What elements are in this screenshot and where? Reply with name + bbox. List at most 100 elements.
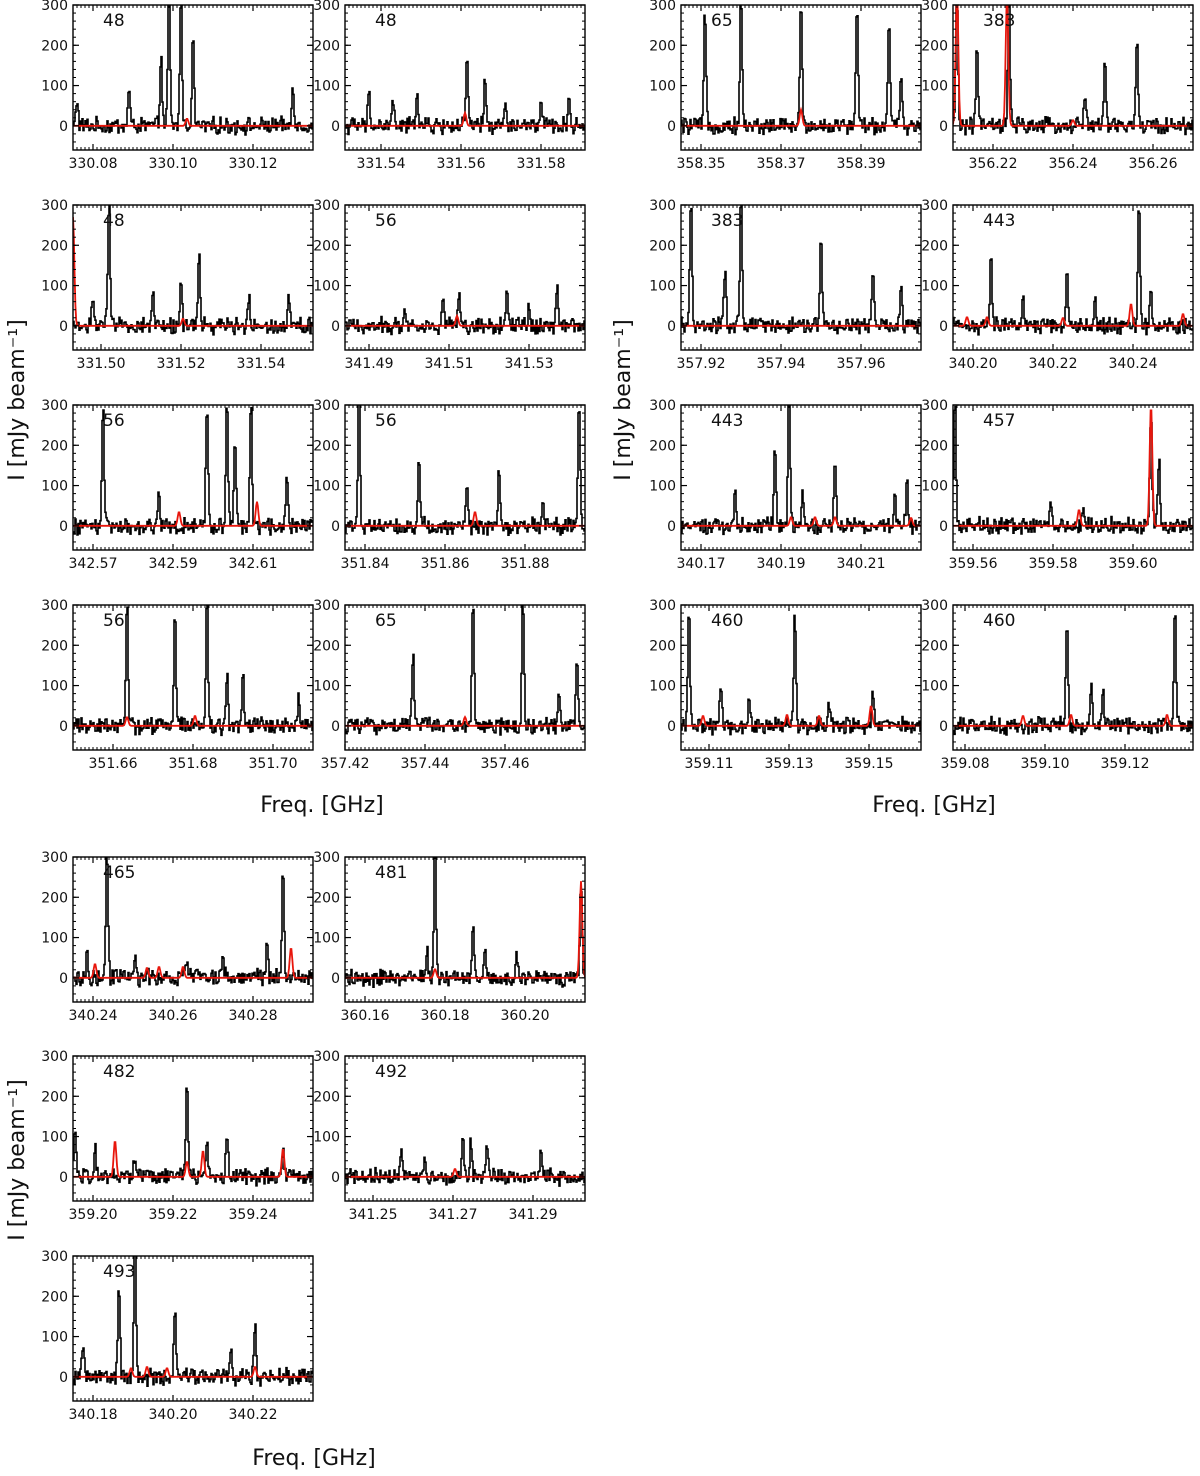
y-tick-label: 100 [41, 79, 68, 95]
y-tick-label: 100 [41, 479, 68, 495]
y-tick-label: 300 [41, 850, 68, 866]
panel-label: 443 [983, 211, 1015, 231]
model-spectrum [681, 516, 921, 527]
observed-spectrum [73, 1087, 313, 1187]
model-spectrum [73, 217, 313, 327]
y-tick-label: 300 [921, 398, 948, 414]
x-tick-label: 357.44 [401, 756, 450, 772]
x-tick-label: 359.10 [1021, 756, 1070, 772]
observed-spectrum [345, 857, 585, 988]
x-tick-label: 340.20 [149, 1407, 198, 1423]
y-tick-label: 0 [939, 719, 948, 735]
y-tick-label: 200 [41, 38, 68, 54]
model-spectrum [345, 313, 585, 327]
x-tick-label: 341.53 [505, 356, 554, 372]
x-tick-label: 356.22 [969, 156, 1018, 172]
panel-label: 493 [103, 1262, 135, 1282]
x-tick-label: 358.35 [677, 156, 726, 172]
panel-label: 457 [983, 411, 1015, 431]
x-tick-label: 340.24 [1109, 356, 1158, 372]
ylabel-bottom: I [mJy beam⁻¹] [5, 1079, 30, 1240]
y-tick-label: 0 [59, 319, 68, 335]
y-tick-label: 200 [313, 1089, 340, 1105]
y-tick-label: 0 [59, 1370, 68, 1386]
x-tick-label: 342.61 [229, 556, 278, 572]
y-tick-label: 0 [59, 519, 68, 535]
x-tick-label: 341.25 [349, 1207, 398, 1223]
x-tick-label: 351.70 [249, 756, 298, 772]
ylabel-right-top: I [mJy beam⁻¹] [611, 319, 636, 480]
y-tick-label: 100 [313, 931, 340, 947]
model-spectrum [953, 409, 1193, 527]
y-tick-label: 100 [41, 931, 68, 947]
panel-label: 48 [375, 11, 397, 31]
y-tick-label: 0 [331, 319, 340, 335]
model-spectrum [345, 715, 585, 727]
model-spectrum [345, 881, 585, 979]
xlabel-left-top: Freq. [GHz] [260, 793, 383, 818]
spectrum-panel-21: 0 100 200 300 340.18 340.20 340.22 493 [41, 1249, 314, 1423]
y-tick-label: 0 [331, 519, 340, 535]
x-tick-label: 342.59 [149, 556, 198, 572]
y-tick-label: 300 [921, 598, 948, 614]
x-tick-label: 359.60 [1109, 556, 1158, 572]
y-tick-label: 200 [41, 890, 68, 906]
x-tick-label: 360.18 [421, 1008, 470, 1024]
x-tick-label: 351.66 [89, 756, 138, 772]
y-tick-label: 0 [59, 119, 68, 135]
y-tick-label: 100 [649, 479, 676, 495]
panel-label: 492 [375, 1062, 407, 1082]
model-spectrum [345, 511, 585, 527]
x-tick-label: 340.21 [837, 556, 886, 572]
observed-spectrum [345, 60, 585, 136]
y-tick-label: 300 [313, 398, 340, 414]
panels-layer: 0 100 200 300 330.08 330.10 330.12 48 0 100 200 300… [41, 0, 1194, 1423]
y-tick-label: 0 [331, 719, 340, 735]
y-tick-label: 100 [921, 279, 948, 295]
y-tick-label: 100 [41, 679, 68, 695]
spectrum-panel-9: 0 100 200 300 342.57 342.59 342.61 56 [41, 398, 314, 572]
panel-label: 481 [375, 863, 407, 883]
x-tick-label: 351.84 [341, 556, 390, 572]
spectrum-panel-19: 0 100 200 300 359.20 359.22 359.24 482 [41, 1049, 314, 1223]
y-tick-label: 200 [313, 438, 340, 454]
y-tick-label: 300 [41, 398, 68, 414]
y-tick-label: 100 [313, 79, 340, 95]
x-tick-label: 351.86 [421, 556, 470, 572]
model-spectrum [73, 1366, 313, 1378]
y-tick-label: 0 [59, 971, 68, 987]
x-tick-label: 357.42 [321, 756, 370, 772]
y-tick-label: 100 [649, 679, 676, 695]
y-tick-label: 100 [41, 1130, 68, 1146]
panel-label: 56 [375, 211, 397, 231]
x-tick-label: 340.22 [229, 1407, 278, 1423]
model-spectrum [681, 705, 921, 727]
observed-spectrum [345, 405, 585, 536]
y-tick-label: 200 [313, 38, 340, 54]
y-tick-label: 0 [667, 519, 676, 535]
panel-label: 48 [103, 11, 125, 31]
y-tick-label: 0 [667, 319, 676, 335]
x-tick-label: 340.28 [229, 1008, 278, 1024]
model-spectrum [73, 118, 313, 127]
y-tick-label: 100 [313, 479, 340, 495]
y-tick-label: 300 [313, 1049, 340, 1065]
x-tick-label: 331.52 [157, 356, 206, 372]
y-tick-label: 100 [41, 279, 68, 295]
y-tick-label: 200 [649, 438, 676, 454]
x-tick-label: 331.50 [77, 356, 126, 372]
y-tick-label: 300 [649, 198, 676, 214]
x-tick-label: 340.24 [69, 1008, 118, 1024]
x-tick-label: 359.11 [685, 756, 734, 772]
y-tick-label: 300 [649, 398, 676, 414]
x-tick-label: 331.54 [237, 356, 286, 372]
x-tick-label: 341.29 [509, 1207, 558, 1223]
x-tick-label: 330.12 [229, 156, 278, 172]
x-tick-label: 359.22 [149, 1207, 198, 1223]
y-tick-label: 200 [41, 1089, 68, 1105]
y-tick-label: 300 [313, 850, 340, 866]
y-tick-label: 100 [649, 79, 676, 95]
y-tick-label: 200 [649, 238, 676, 254]
model-spectrum [953, 714, 1193, 727]
